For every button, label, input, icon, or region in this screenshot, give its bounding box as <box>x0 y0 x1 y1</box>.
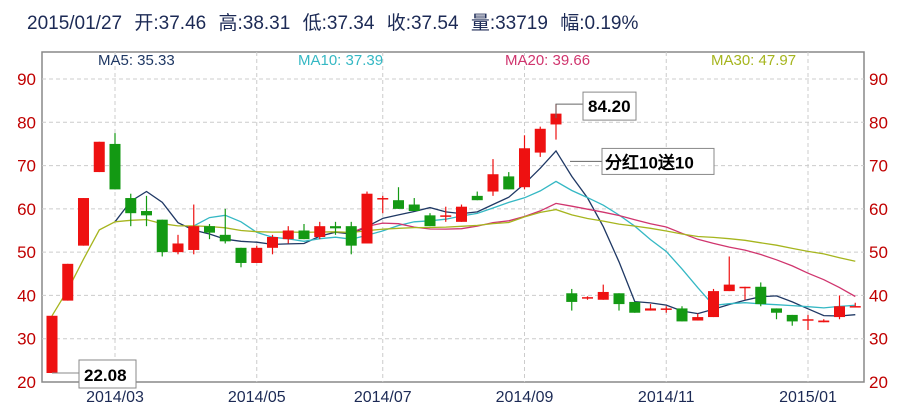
annotation-box <box>601 147 715 175</box>
legend-ma30: MA30: 47.97 <box>711 52 797 69</box>
candle-body <box>330 226 341 229</box>
candle-body <box>282 230 294 240</box>
annotation-low: 22.08 <box>84 366 127 385</box>
annotation-dividend: 分红10送10 <box>605 152 694 172</box>
annotation-box <box>78 359 137 389</box>
y-tick-left: 70 <box>17 157 36 176</box>
y-tick-right: 40 <box>869 286 888 305</box>
candle-body <box>251 247 263 263</box>
ma-line-ma30 <box>51 208 856 317</box>
candle-body <box>487 174 499 192</box>
y-tick-right: 50 <box>869 243 888 262</box>
candle-body <box>345 226 357 246</box>
candle-body <box>755 286 767 305</box>
quote-close: 收:37.54 <box>386 13 459 34</box>
ma-line-ma10 <box>193 180 856 309</box>
y-tick-left: 90 <box>17 70 36 89</box>
quote-low: 低:37.34 <box>302 13 375 34</box>
y-tick-right: 90 <box>869 70 888 89</box>
y-tick-right: 80 <box>869 113 888 132</box>
candle-body <box>204 226 215 233</box>
y-tick-left: 50 <box>17 243 36 262</box>
x-tick-label: 2014/09 <box>496 389 554 405</box>
x-tick-label: 2014/11 <box>638 389 695 405</box>
candle-body <box>597 291 609 300</box>
legend-ma10: MA10: 37.39 <box>298 52 384 69</box>
x-tick-label: 2014/07 <box>354 389 412 405</box>
candle-body <box>660 308 672 310</box>
candle-body <box>519 148 530 188</box>
quote-header: 2015/01/27 开:37.46 高:38.31 低:37.34 收:37.… <box>27 8 645 35</box>
candle-body <box>361 193 373 244</box>
candle-body <box>219 234 231 242</box>
annotation-high: 84.20 <box>588 97 631 116</box>
candle-body <box>424 215 436 227</box>
candle-body <box>786 314 798 322</box>
candle-body <box>109 143 121 190</box>
y-tick-left: 20 <box>17 373 36 392</box>
quote-high: 高:38.31 <box>218 13 291 34</box>
candle-body <box>93 141 105 173</box>
candle-body <box>408 204 420 212</box>
candle-body <box>802 319 814 321</box>
candle-body <box>550 113 562 125</box>
x-tick-label: 2015/01 <box>779 389 837 405</box>
candle-body <box>141 211 152 216</box>
candle-body <box>440 215 452 217</box>
candle-body <box>739 286 751 289</box>
candle-body <box>78 198 89 246</box>
y-tick-right: 70 <box>869 157 888 176</box>
legend-ma20: MA20: 39.66 <box>505 52 591 69</box>
candle-body <box>692 317 704 321</box>
quote-open: 开:37.46 <box>134 13 207 34</box>
candle-body <box>393 200 404 209</box>
ma-line-ma20 <box>351 202 856 298</box>
y-tick-right: 60 <box>869 200 888 219</box>
candle-body <box>723 284 735 292</box>
y-tick-left: 40 <box>17 286 36 305</box>
candle-body <box>46 315 58 373</box>
plot-frame <box>41 51 865 383</box>
candle-body <box>708 291 719 318</box>
y-tick-left: 80 <box>17 113 36 132</box>
quote-date: 2015/01/27 <box>27 13 123 34</box>
candle-body <box>582 297 593 299</box>
y-tick-right: 30 <box>869 330 888 349</box>
candle-body <box>503 176 515 190</box>
candle-body <box>314 226 326 237</box>
candle-body <box>566 293 578 302</box>
legend-ma5: MA5: 35.33 <box>98 52 175 69</box>
candle-body <box>771 308 782 313</box>
candle-body <box>534 128 546 153</box>
candle-body <box>629 301 641 313</box>
candle-body <box>172 243 184 253</box>
candle-body <box>377 198 389 200</box>
candle-body <box>645 308 656 311</box>
annotation-box <box>582 91 637 121</box>
x-tick-label: 2014/05 <box>228 389 286 405</box>
candle-body <box>834 306 845 318</box>
candle-body <box>849 306 861 308</box>
y-tick-left: 30 <box>17 330 36 349</box>
candle-body <box>267 236 278 248</box>
candle-body <box>613 293 625 305</box>
x-tick-label: 2014/03 <box>86 389 144 405</box>
candle-body <box>471 195 483 201</box>
quote-change: 幅:0.19% <box>560 13 639 34</box>
candle-body <box>298 230 310 240</box>
y-tick-right: 20 <box>869 373 888 392</box>
candle-body <box>62 263 74 301</box>
y-tick-left: 60 <box>17 200 36 219</box>
candle-body <box>818 320 830 323</box>
annotation-leader <box>555 103 583 119</box>
quote-volume: 量:33719 <box>470 13 548 34</box>
candle-body <box>125 198 137 214</box>
candle-body <box>676 308 688 322</box>
candle-body <box>188 226 200 250</box>
candle-body <box>235 247 247 263</box>
candle-body <box>156 219 168 253</box>
candle-body <box>456 206 467 222</box>
